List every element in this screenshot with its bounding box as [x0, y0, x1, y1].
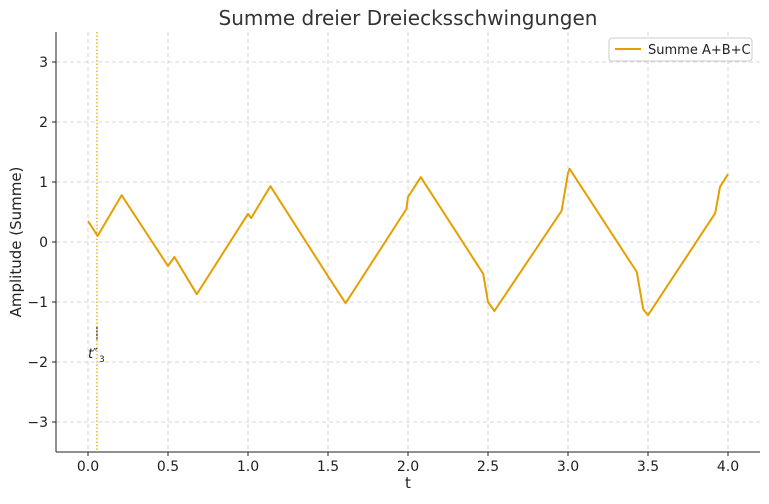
- y-tick-label: 1: [39, 175, 48, 191]
- chart-title: Summe dreier Dreiecksschwingungen: [219, 6, 598, 30]
- y-tick-label: −2: [27, 355, 48, 371]
- x-tick-label: 3.0: [557, 459, 579, 475]
- legend-label: Summe A+B+C: [648, 43, 751, 58]
- y-tick-label: 3: [39, 55, 48, 71]
- y-tick-label: −1: [27, 295, 48, 311]
- y-tick-label: 0: [39, 235, 48, 251]
- x-tick-label: 0.0: [77, 459, 99, 475]
- x-tick-label: 1.5: [317, 459, 339, 475]
- y-axis-label: Amplitude (Summe): [7, 167, 25, 318]
- legend-box: [608, 37, 753, 62]
- x-tick-label: 4.0: [717, 459, 739, 475]
- y-tick-label: 2: [39, 115, 48, 131]
- x-tick-label: 3.5: [637, 459, 659, 475]
- annotation-subscript: 3: [99, 355, 105, 365]
- x-tick-label: 2.0: [397, 459, 419, 475]
- axes: 0.0 0.5 1.0 1.5 2.0 2.5 3.0 3.5 4.0 −3 −2 −1 0 1 2 3: [27, 32, 760, 475]
- x-tick-label: 1.0: [237, 459, 259, 475]
- y-tick-label: −3: [27, 415, 48, 431]
- series-line: [87, 167, 729, 317]
- series-lines: [87, 167, 729, 317]
- grid: [56, 32, 760, 452]
- x-tick-label: 0.5: [157, 459, 179, 475]
- annotations: t″ 3: [88, 32, 105, 452]
- x-tick-label: 2.5: [477, 459, 499, 475]
- annotation-label: t″: [88, 347, 98, 362]
- x-axis-label: t: [405, 474, 411, 492]
- legend: Summe A+B+C: [608, 37, 753, 62]
